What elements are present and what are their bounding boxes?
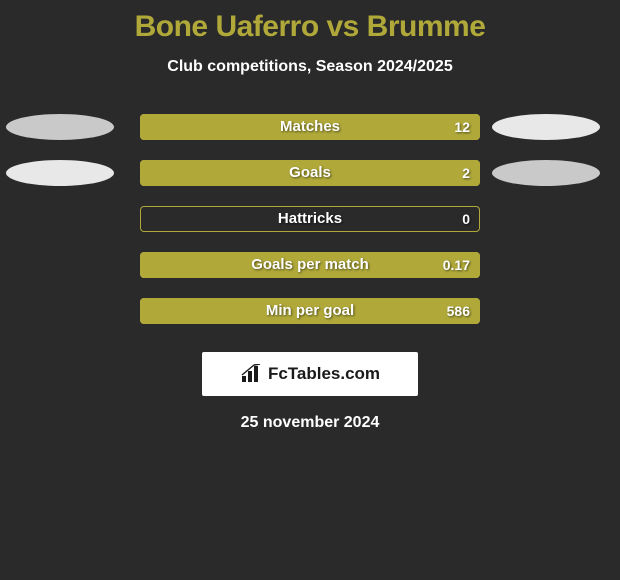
player-ellipse-left <box>6 160 114 186</box>
stat-value: 0.17 <box>443 252 470 278</box>
comparison-infographic: Bone Uaferro vs Brumme Club competitions… <box>0 0 620 580</box>
stat-label: Goals <box>140 160 480 186</box>
stat-label: Matches <box>140 114 480 140</box>
stat-row: Min per goal586 <box>0 298 620 344</box>
stat-row: Hattricks0 <box>0 206 620 252</box>
date-text: 25 november 2024 <box>0 414 620 432</box>
stat-value: 586 <box>447 298 470 324</box>
player-ellipse-left <box>6 114 114 140</box>
subtitle: Club competitions, Season 2024/2025 <box>0 58 620 76</box>
stat-value: 0 <box>462 206 470 232</box>
stat-value: 12 <box>454 114 470 140</box>
stat-value: 2 <box>462 160 470 186</box>
bar-chart-icon <box>240 364 264 384</box>
page-title: Bone Uaferro vs Brumme <box>0 0 620 44</box>
player-ellipse-right <box>492 160 600 186</box>
stat-label: Hattricks <box>140 206 480 232</box>
attribution-badge: FcTables.com <box>202 352 418 396</box>
attribution-text: FcTables.com <box>268 364 380 384</box>
stat-row: Goals2 <box>0 160 620 206</box>
player-ellipse-right <box>492 114 600 140</box>
stat-row: Goals per match0.17 <box>0 252 620 298</box>
stat-row: Matches12 <box>0 114 620 160</box>
stats-chart: Matches12Goals2Hattricks0Goals per match… <box>0 114 620 344</box>
stat-label: Min per goal <box>140 298 480 324</box>
stat-label: Goals per match <box>140 252 480 278</box>
